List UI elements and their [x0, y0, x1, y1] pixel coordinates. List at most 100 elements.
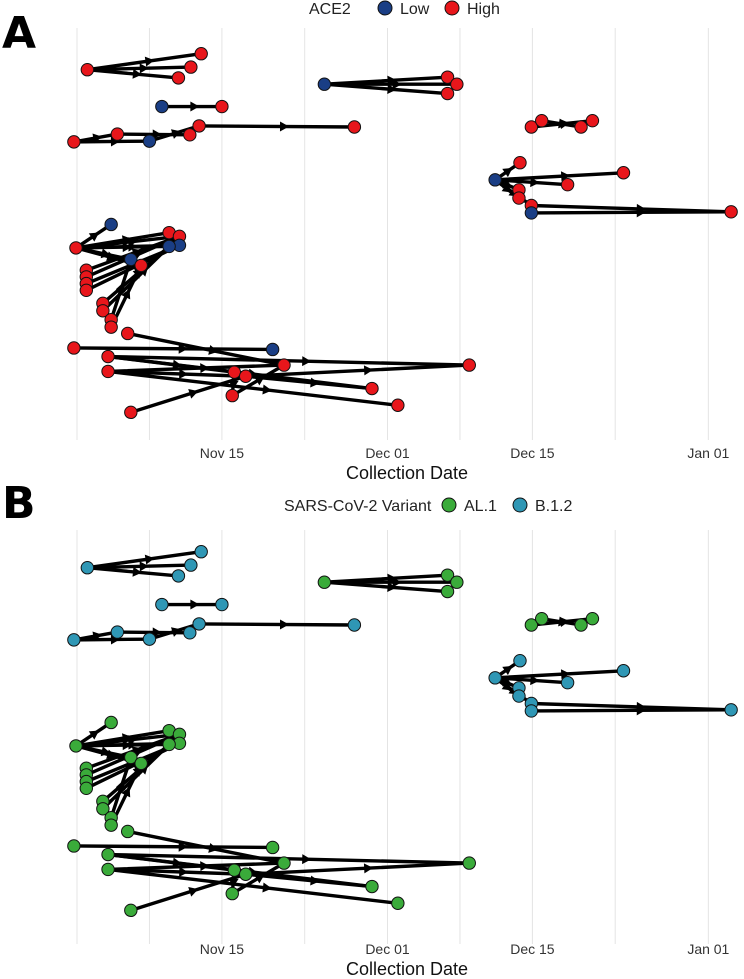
arrowhead	[502, 665, 513, 676]
sample-point	[225, 388, 239, 403]
transmission-edge	[85, 52, 203, 72]
arrowhead	[144, 56, 155, 67]
sample-point	[450, 575, 464, 589]
x-tick-label: Dec 15	[510, 445, 555, 461]
arrowhead	[88, 730, 100, 740]
legend-swatch-low	[377, 0, 393, 16]
sample-point	[80, 561, 95, 575]
panel-b: B SARS-CoV-2 Variant AL.1 B.1.2 Nov 15 De…	[2, 478, 738, 979]
sample-point	[96, 802, 110, 816]
sample-point	[239, 867, 253, 881]
sample-point	[440, 568, 455, 582]
sample-point	[535, 113, 549, 128]
arrowhead	[392, 577, 402, 588]
arrowhead	[179, 866, 189, 877]
legend-label-al1: AL.1	[464, 498, 497, 515]
sample-point	[365, 381, 379, 396]
sample-point	[124, 252, 138, 267]
transmission-edge	[197, 124, 357, 129]
transmission-edge	[85, 68, 181, 80]
sample-point	[513, 654, 527, 668]
sample-point	[574, 618, 588, 632]
arrowhead	[122, 740, 132, 751]
transmission-edge	[72, 346, 275, 352]
legend-label-high: High	[467, 1, 500, 18]
sample-point	[440, 70, 455, 84]
arrowhead	[279, 619, 290, 630]
sample-point	[184, 558, 198, 572]
sample-point	[724, 703, 738, 717]
sample-point	[194, 545, 208, 559]
sample-point	[560, 177, 575, 192]
panel-letter-a: A	[2, 8, 36, 59]
x-tick-label: Dec 15	[510, 941, 555, 957]
sample-point	[277, 856, 291, 870]
sample-point	[391, 398, 405, 412]
arrowhead	[392, 79, 402, 90]
arrowhead	[121, 787, 131, 798]
sample-point	[142, 134, 157, 148]
arrowhead	[171, 129, 182, 139]
sample-points	[67, 545, 738, 918]
x-tick-label: Nov 15	[200, 445, 245, 461]
sample-point	[101, 847, 115, 862]
arrowhead	[172, 359, 182, 370]
sample-point	[347, 618, 362, 632]
sample-point	[162, 737, 176, 752]
transmission-edge	[85, 566, 181, 578]
arrowhead	[121, 289, 131, 300]
arrowhead	[178, 841, 188, 852]
transmission-edge	[129, 872, 248, 913]
transmission-edges	[72, 550, 733, 913]
sample-point	[512, 689, 526, 703]
transmission-edge	[106, 369, 248, 378]
arrowhead	[279, 121, 290, 132]
arrowhead	[302, 356, 312, 367]
sample-point	[69, 739, 83, 753]
arrowhead	[636, 705, 646, 716]
x-tick-label: Nov 15	[200, 941, 245, 957]
sample-point	[134, 258, 148, 273]
sample-points	[67, 47, 738, 420]
arrowhead	[171, 627, 182, 637]
sample-point	[462, 358, 476, 372]
sample-point	[227, 365, 242, 379]
sample-point	[724, 205, 738, 219]
sample-point	[101, 349, 115, 364]
sample-point	[225, 886, 239, 901]
transmission-edge	[322, 82, 450, 96]
sample-point	[488, 671, 502, 685]
arrowhead	[132, 566, 142, 577]
sample-point	[67, 341, 81, 355]
sample-point	[79, 781, 94, 796]
sample-point	[524, 120, 539, 134]
arrowhead	[254, 874, 265, 884]
legend-title: ACE2	[309, 1, 351, 18]
sample-point	[317, 77, 332, 91]
x-tick-label: Dec 01	[365, 445, 410, 461]
sample-point	[192, 119, 206, 133]
arrowhead	[363, 365, 374, 376]
arrowhead	[92, 133, 103, 144]
arrowhead	[262, 882, 272, 893]
arrowhead	[172, 857, 182, 868]
arrowhead	[190, 599, 200, 610]
sample-point	[524, 206, 539, 220]
sample-point	[104, 320, 118, 334]
arrowhead	[636, 207, 646, 218]
x-tick-label: Dec 01	[365, 941, 410, 957]
arrowhead	[122, 242, 132, 253]
sample-point	[616, 664, 631, 678]
sample-point	[535, 611, 549, 626]
panel-a: A ACE2 Low High Nov 15 Dec 01 Dec 15 Jan 01…	[2, 0, 738, 483]
sample-point	[124, 750, 138, 765]
arrowhead	[200, 363, 210, 374]
transmission-edge	[106, 852, 237, 872]
transmission-edge	[244, 363, 471, 378]
transmission-edges	[72, 52, 733, 415]
sample-point	[121, 824, 135, 839]
sample-point	[101, 364, 115, 379]
sample-point	[462, 856, 476, 870]
sample-point	[104, 217, 118, 232]
